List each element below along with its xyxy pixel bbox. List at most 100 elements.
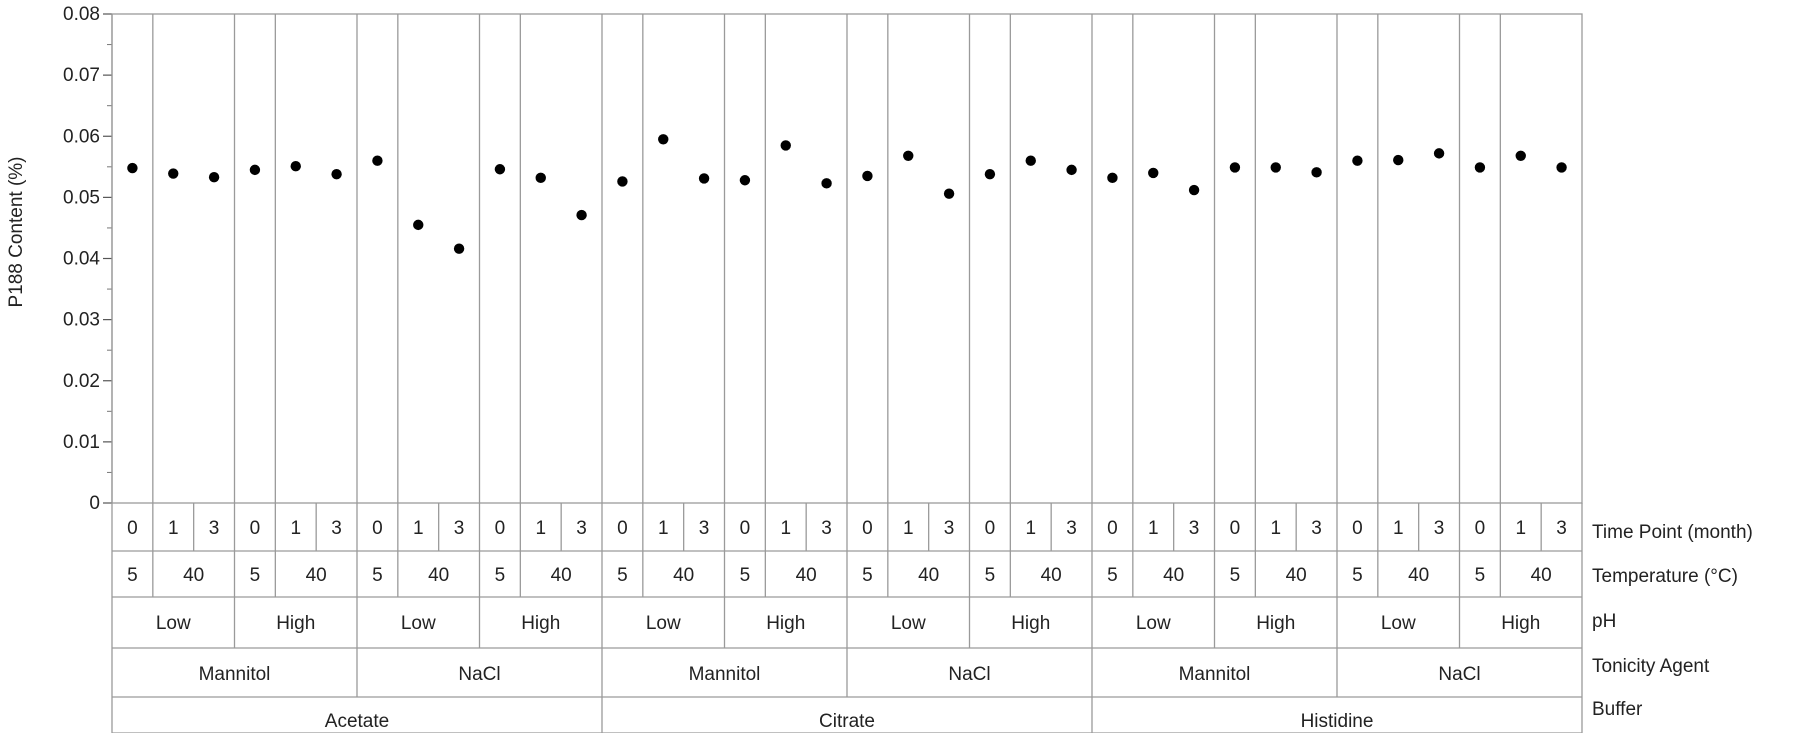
data-point (168, 168, 179, 179)
tonicity-label: NaCl (458, 664, 500, 685)
data-points (127, 134, 1567, 254)
time-point-label: 0 (740, 518, 751, 539)
data-point (1556, 162, 1567, 173)
y-tick-label: 0.07 (63, 65, 100, 86)
data-point (1352, 155, 1363, 166)
group-dividers (152, 14, 1501, 733)
data-point (1188, 184, 1200, 196)
data-point (1066, 164, 1077, 176)
time-point-label: 1 (535, 518, 546, 539)
factor-label-tonicity: Tonicity Agent (1592, 656, 1710, 677)
time-point-label: 0 (250, 518, 261, 539)
ph-label: High (1011, 613, 1050, 634)
data-point (739, 175, 751, 186)
temperature-label: 40 (1408, 565, 1429, 586)
y-tick-label: 0.06 (63, 126, 100, 147)
time-point-label: 3 (1556, 518, 1567, 539)
tonicity-label: NaCl (1438, 664, 1480, 685)
y-axis-title: P188 Content (%) (6, 156, 27, 307)
time-point-label: 3 (331, 518, 342, 539)
data-point (494, 164, 506, 175)
temperature-label: 5 (740, 565, 751, 586)
ph-label: Low (891, 613, 926, 634)
temperature-label: 5 (250, 565, 261, 586)
ph-label: Low (401, 613, 436, 634)
ph-label: High (1501, 613, 1540, 634)
factor-table: 5 40 0 1 3 Low 5 40 0 1 3 High Mannitol 5 40 0 1 3 Low 5 40 0… (111, 503, 1583, 733)
temperature-label: 5 (862, 565, 873, 586)
data-point (1515, 150, 1526, 162)
data-point (1311, 167, 1322, 178)
temperature-label: 40 (306, 565, 327, 586)
factor-label-ph: pH (1592, 611, 1616, 632)
temperature-label: 40 (428, 565, 449, 586)
time-point-label: 3 (699, 518, 710, 539)
ph-label: High (1256, 613, 1295, 634)
time-point-label: 1 (1148, 518, 1159, 539)
temperature-label: 5 (495, 565, 506, 586)
time-point-label: 3 (209, 518, 220, 539)
y-tick-label: 0.03 (63, 310, 100, 331)
y-axis: 0 0.01 0.02 0.03 0.04 0.05 0.06 0.07 0.08 (63, 4, 113, 514)
time-point-label: 3 (821, 518, 832, 539)
temperature-label: 5 (372, 565, 383, 586)
tonicity-label: NaCl (948, 664, 990, 685)
data-point (535, 172, 546, 184)
tonicity-label: Mannitol (1179, 664, 1251, 685)
ph-label: Low (1381, 613, 1416, 634)
data-point (943, 188, 955, 199)
buffer-label: Citrate (819, 711, 875, 732)
temperature-label: 5 (127, 565, 138, 586)
time-point-label: 0 (127, 518, 138, 539)
time-point-label: 0 (617, 518, 628, 539)
time-point-label: 3 (1066, 518, 1077, 539)
buffer-label: Histidine (1301, 711, 1374, 732)
data-point (617, 176, 628, 187)
time-point-label: 0 (1107, 518, 1118, 539)
ph-label: Low (646, 613, 681, 634)
data-point (576, 209, 587, 221)
ph-label: High (521, 613, 560, 634)
temperature-label: 40 (1286, 565, 1307, 586)
time-point-label: 0 (495, 518, 506, 539)
temperature-label: 5 (1230, 565, 1241, 586)
temperature-label: 40 (796, 565, 817, 586)
y-tick-label: 0.04 (63, 249, 100, 270)
data-point (780, 140, 791, 151)
data-point (658, 134, 669, 145)
data-point (698, 173, 710, 184)
time-point-label: 1 (1515, 518, 1526, 539)
data-point (1433, 148, 1445, 159)
time-point-label: 0 (1352, 518, 1363, 539)
data-point (903, 150, 914, 162)
tonicity-label: Mannitol (689, 664, 761, 685)
data-point (208, 172, 220, 183)
factor-label-buffer: Buffer (1592, 699, 1643, 720)
time-point-label: 0 (985, 518, 996, 539)
ph-label: High (276, 613, 315, 634)
data-point (331, 168, 342, 180)
data-point (127, 162, 138, 174)
ph-label: Low (1136, 613, 1171, 634)
temperature-label: 5 (985, 565, 996, 586)
y-tick-label: 0.08 (63, 4, 100, 25)
y-tick-label: 0.01 (63, 432, 100, 453)
time-point-label: 3 (1311, 518, 1322, 539)
tonicity-label: Mannitol (199, 664, 271, 685)
temperature-label: 5 (1107, 565, 1118, 586)
time-point-label: 1 (168, 518, 179, 539)
temperature-label: 40 (1041, 565, 1062, 586)
data-point (1148, 167, 1159, 179)
temperature-label: 40 (1531, 565, 1552, 586)
data-point (862, 170, 873, 182)
data-point (290, 161, 301, 172)
time-point-label: 0 (372, 518, 383, 539)
y-tick-label: 0 (89, 493, 100, 514)
factor-labels: Time Point (month) Temperature (°C) pH T… (1592, 522, 1753, 720)
data-point (1107, 172, 1118, 184)
buffer-label: Acetate (325, 711, 389, 732)
time-point-label: 1 (1270, 518, 1281, 539)
time-point-label: 3 (454, 518, 465, 539)
data-point (821, 178, 832, 189)
